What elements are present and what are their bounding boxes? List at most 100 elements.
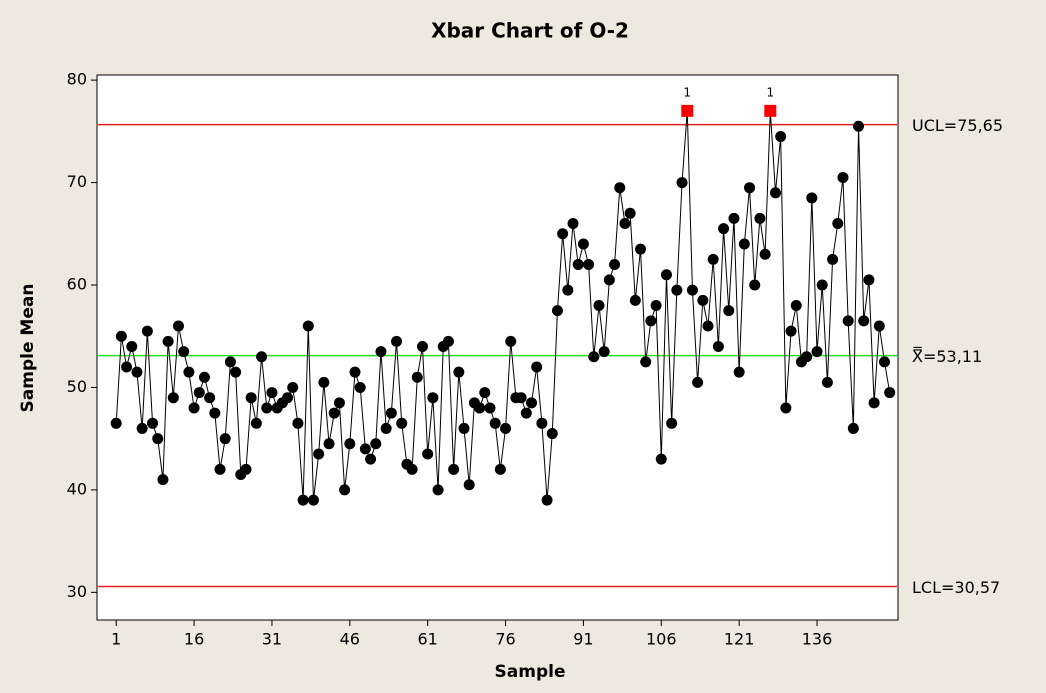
data-point [572, 259, 584, 271]
data-point [339, 484, 351, 496]
data-point [323, 438, 335, 450]
y-tick-label: 80 [67, 70, 87, 89]
data-point [718, 223, 730, 235]
data-point [167, 392, 179, 404]
plot-area [96, 74, 899, 621]
data-point [328, 407, 340, 419]
data-point [302, 320, 314, 332]
data-point [494, 463, 506, 475]
y-tick-label: 50 [67, 377, 87, 396]
data-point [879, 356, 891, 368]
data-point [141, 325, 153, 337]
data-point [660, 269, 672, 281]
data-point [520, 407, 532, 419]
data-point [188, 402, 200, 414]
data-point [198, 371, 210, 383]
data-point [873, 320, 885, 332]
data-point [723, 305, 735, 317]
data-point [759, 248, 771, 260]
x-tick-label: 46 [340, 630, 360, 649]
data-point [115, 330, 127, 342]
x-axis-label: Sample [495, 662, 566, 682]
flagged-point [764, 104, 777, 117]
data-point [624, 207, 636, 219]
data-point [858, 315, 870, 327]
data-point [354, 381, 366, 393]
data-point [541, 494, 553, 506]
data-point [692, 376, 704, 388]
data-point [614, 182, 626, 194]
data-point [697, 294, 709, 306]
data-point [391, 335, 403, 347]
data-point [733, 366, 745, 378]
x-tick-label: 61 [417, 630, 437, 649]
data-point [318, 376, 330, 388]
data-point [842, 315, 854, 327]
data-point [505, 335, 517, 347]
data-point [635, 243, 647, 255]
data-point [183, 366, 195, 378]
data-point [396, 417, 408, 429]
point-annotation: 1 [766, 85, 774, 99]
data-point [551, 305, 563, 317]
data-point [224, 356, 236, 368]
data-point [531, 361, 543, 373]
control-limit-label: LCL=30,57 [912, 578, 1000, 597]
data-point [375, 346, 387, 358]
y-tick-label: 30 [67, 582, 87, 601]
data-point [453, 366, 465, 378]
data-point [749, 279, 761, 291]
data-point [827, 253, 839, 265]
data-point [650, 299, 662, 311]
y-tick-label: 70 [67, 172, 87, 191]
data-point [411, 371, 423, 383]
x-tick-label: 136 [802, 630, 833, 649]
flagged-point [681, 104, 694, 117]
data-point [209, 407, 221, 419]
data-point [593, 299, 605, 311]
data-point [432, 484, 444, 496]
data-point [546, 428, 558, 440]
x-tick-label: 76 [495, 630, 515, 649]
data-point [500, 422, 512, 434]
data-point [458, 422, 470, 434]
data-point [686, 284, 698, 296]
data-point [816, 279, 828, 291]
data-point [136, 422, 148, 434]
y-tick-label: 60 [67, 275, 87, 294]
data-point [603, 274, 615, 286]
x-tick-label: 121 [724, 630, 755, 649]
data-point [790, 299, 802, 311]
data-point [562, 284, 574, 296]
data-point [442, 335, 454, 347]
data-point [292, 417, 304, 429]
y-tick-label: 40 [67, 479, 87, 498]
data-point [884, 387, 896, 399]
data-point [313, 448, 325, 460]
control-limit-label: UCL=75,65 [912, 116, 1003, 135]
data-point [676, 177, 688, 189]
data-point [780, 402, 792, 414]
data-point [121, 361, 133, 373]
data-point [619, 218, 631, 230]
data-point [422, 448, 434, 460]
data-point [754, 212, 766, 224]
data-point [157, 474, 169, 486]
data-point [214, 463, 226, 475]
data-point [282, 392, 294, 404]
data-point [261, 402, 273, 414]
data-point [801, 351, 813, 363]
data-point [640, 356, 652, 368]
data-point [365, 453, 377, 465]
data-point [806, 192, 818, 204]
data-point [406, 463, 418, 475]
data-point [230, 366, 242, 378]
data-point [416, 340, 428, 352]
data-point [821, 376, 833, 388]
data-point [738, 238, 750, 250]
data-point [463, 479, 475, 491]
chart-title: Xbar Chart of O-2 [431, 19, 629, 43]
data-point [448, 463, 460, 475]
data-point [344, 438, 356, 450]
data-point [666, 417, 678, 429]
